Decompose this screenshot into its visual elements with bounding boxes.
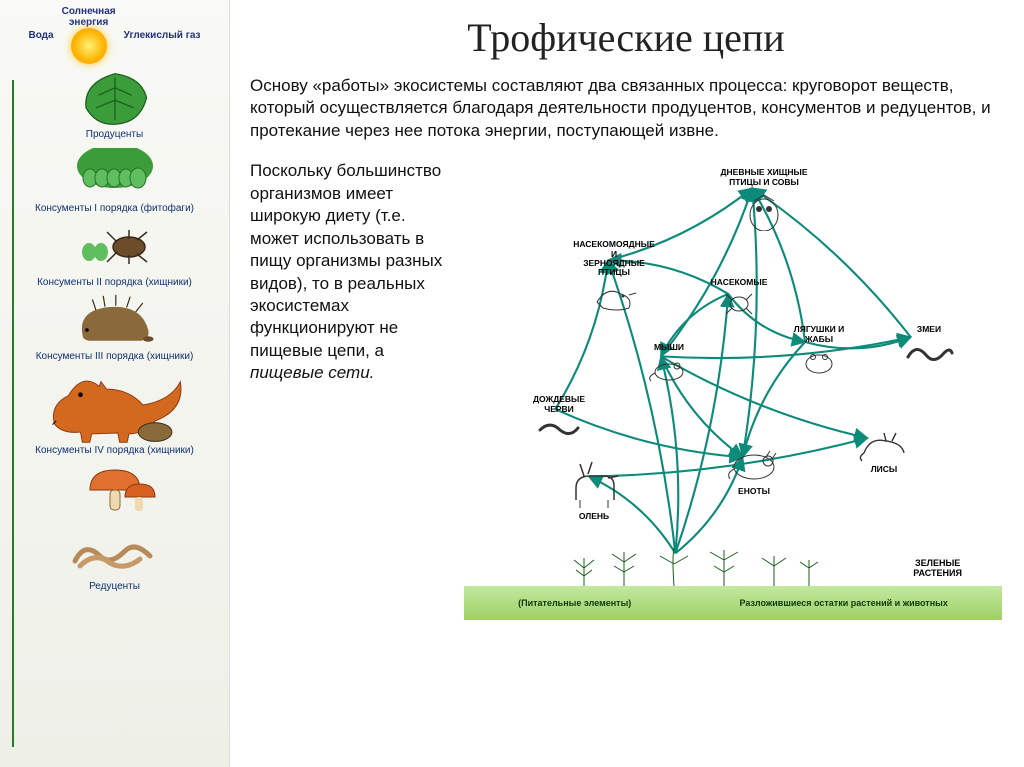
level-producers-label: Продуценты — [86, 129, 143, 140]
beetle-icon — [69, 218, 159, 276]
frog-icon — [799, 346, 839, 376]
node-frog-label: ЛЯГУШКИ И ЖАБЫ — [794, 325, 845, 344]
sun-icon — [71, 28, 107, 64]
level-consumer2-label: Консументы II порядка (хищники) — [37, 277, 192, 288]
node-mice: МЫШИ — [634, 343, 704, 382]
worms-icon — [70, 522, 160, 580]
node-owl-label: ДНЕВНЫЕ ХИЩНЫЕ ПТИЦЫ И СОВЫ — [720, 168, 807, 187]
node-snake-label: ЗМЕИ — [917, 325, 941, 334]
hedgehog-icon — [69, 292, 159, 350]
node-deer: ОЛЕНЬ — [549, 460, 639, 521]
raccoon-icon — [726, 445, 782, 485]
trophic-chain-column: Вода Солнечная энергия Углекислый газ Пр… — [0, 0, 230, 767]
node-earthworm-label: ДОЖДЕВЫЕ ЧЕРВИ — [533, 395, 585, 414]
chain-energy-inputs: Вода Солнечная энергия Углекислый газ — [28, 6, 200, 64]
level-consumer3: Консументы III порядка (хищники) — [36, 292, 194, 362]
caterpillar-icon — [70, 144, 160, 202]
level-consumer3-label: Консументы III порядка (хищники) — [36, 351, 194, 362]
node-earthworm: ДОЖДЕВЫЕ ЧЕРВИ — [519, 395, 599, 438]
leaf-icon — [70, 70, 160, 128]
node-raccoon: ЕНОТЫ — [709, 445, 799, 496]
fox-web-icon — [856, 425, 912, 463]
node-songbird-label: НАСЕКОМОЯДНЫЕ И ЗЕРНОЯДНЫЕ ПТИЦЫ — [569, 240, 659, 277]
owl-icon — [739, 189, 789, 231]
band-left-label: (Питательные элементы) — [518, 598, 631, 608]
intro-paragraph: Основу «работы» экосистемы составляют дв… — [250, 75, 1002, 142]
node-insects: НАСЕКОМЫЕ — [704, 278, 774, 315]
node-mice-label: МЫШИ — [654, 343, 684, 352]
earthworm-icon — [536, 416, 582, 438]
mouse-icon — [647, 355, 691, 383]
water-label: Вода — [28, 30, 53, 41]
node-plants — [564, 538, 824, 588]
chain-down-arrow — [8, 80, 18, 747]
side-paragraph-em: пищевые сети. — [250, 363, 374, 382]
food-web-diagram: ДНЕВНЫЕ ХИЩНЫЕ ПТИЦЫ И СОВЫ НАСЕКОМОЯДНЫ… — [464, 160, 1002, 620]
level-mushroom — [70, 460, 160, 518]
node-owl: ДНЕВНЫЕ ХИЩНЫЕ ПТИЦЫ И СОВЫ — [719, 168, 809, 231]
node-songbird: НАСЕКОМОЯДНЫЕ И ЗЕРНОЯДНЫЕ ПТИЦЫ — [569, 240, 659, 313]
level-consumer1-label: Консументы I порядка (фитофаги) — [35, 203, 194, 214]
songbird-icon — [589, 280, 639, 314]
node-frog: ЛЯГУШКИ И ЖАБЫ — [779, 325, 859, 376]
node-insects-label: НАСЕКОМЫЕ — [711, 278, 768, 287]
node-deer-label: ОЛЕНЬ — [579, 512, 609, 521]
node-fox-label: ЛИСЫ — [871, 465, 898, 474]
page-title: Трофические цепи — [250, 14, 1002, 61]
content-column: Трофические цепи Основу «работы» экосист… — [230, 0, 1024, 767]
level-producers: Продуценты — [70, 70, 160, 140]
level-consumer4-label: Консументы IV порядка (хищники) — [35, 445, 194, 456]
band-right-label: Разложившиеся остатки растений и животны… — [740, 598, 948, 608]
plants-label: ЗЕЛЕНЫЕ РАСТЕНИЯ — [913, 559, 962, 578]
node-raccoon-label: ЕНОТЫ — [738, 487, 770, 496]
co2-label: Углекислый газ — [124, 30, 201, 41]
plants-icon — [564, 538, 824, 588]
level-decomposers-label: Редуценты — [89, 581, 140, 592]
side-paragraph-text: Поскольку большинство организмов имеет ш… — [250, 161, 442, 360]
level-consumer1: Консументы I порядка (фитофаги) — [35, 144, 194, 214]
side-paragraph: Поскольку большинство организмов имеет ш… — [250, 160, 450, 620]
level-consumer2: Консументы II порядка (хищники) — [37, 218, 192, 288]
deer-icon — [564, 460, 624, 510]
decomposer-band: (Питательные элементы) Разложившиеся ост… — [464, 586, 1002, 620]
level-consumer4: Консументы IV порядка (хищники) — [35, 366, 194, 456]
node-fox: ЛИСЫ — [844, 425, 924, 474]
sun-label: Солнечная энергия — [62, 6, 116, 28]
mushroom-icon — [70, 460, 160, 518]
insect-icon — [722, 290, 756, 316]
node-snake: ЗМЕИ — [894, 325, 964, 366]
level-decomposers: Редуценты — [70, 522, 160, 592]
fox-icon — [45, 366, 185, 444]
snake-icon — [904, 337, 954, 367]
